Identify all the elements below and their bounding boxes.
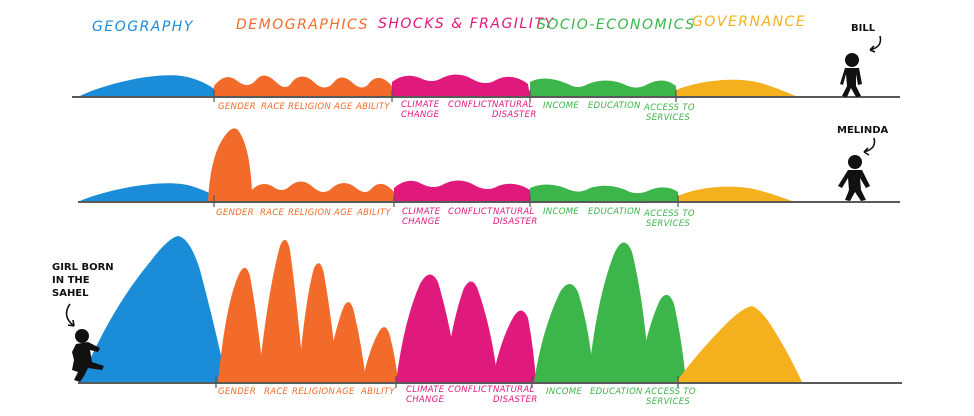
girl-gender-peak: [218, 267, 264, 382]
girl-geography-mound: [80, 236, 222, 382]
bill-label-race: RACE: [261, 102, 286, 112]
girl-name-line-3: SAHEL: [52, 288, 89, 299]
bill-label-gender: GENDER: [218, 102, 256, 112]
girl-label-climate-1: CLIMATE: [406, 385, 445, 395]
bill-shocks-peaks: [392, 74, 530, 96]
row-melinda: GENDER RACE RELIGION AGE ABILITY CLIMATE…: [78, 125, 900, 229]
girl-name-line-2: IN THE: [52, 275, 90, 286]
girl-conflict-peak: [444, 281, 498, 382]
melinda-label-climate-1: CLIMATE: [402, 207, 441, 217]
girl-label-access-2: SERVICES: [646, 397, 690, 407]
bill-governance-mound: [676, 79, 796, 96]
bill-label-climate-2: CHANGE: [401, 110, 440, 120]
melinda-label-climate-2: CHANGE: [402, 217, 441, 227]
girl-climate-peak: [396, 274, 458, 382]
girl-label-conflict: CONFLICT: [448, 385, 493, 395]
melinda-label-gender: GENDER: [216, 208, 254, 218]
melinda-pointer-curved-arrow-icon: [863, 137, 876, 156]
girl-pointer-curved-arrow-icon: [65, 303, 75, 327]
bill-label-income: INCOME: [543, 101, 579, 111]
heading-demographics: DEMOGRAPHICS: [236, 17, 369, 33]
melinda-label-education: EDUCATION: [588, 207, 641, 217]
girl-label-ability: ABILITY: [360, 387, 395, 397]
girl-label-climate-2: CHANGE: [406, 395, 445, 405]
girl-label-natural-2: DISASTER: [493, 395, 538, 405]
melinda-shocks-peaks: [394, 180, 530, 201]
girl-label-race: RACE: [264, 387, 289, 397]
heading-shocks-fragility: SHOCKS & FRAGILITY: [378, 16, 554, 32]
row-girl-sahel: GENDER RACE RELIGION AGE ABILITY CLIMATE…: [52, 236, 902, 407]
girl-access-peak: [638, 294, 686, 382]
girl-label-age: AGE: [335, 387, 355, 397]
bill-geography-mound: [80, 75, 216, 96]
girl-label-access-1: ACCESS TO: [644, 387, 696, 397]
melinda-label-ability: ABILITY: [356, 208, 391, 218]
girl-ability-peak: [362, 327, 398, 382]
melinda-label-race: RACE: [260, 208, 285, 218]
bill-person-silhouette-icon: [840, 53, 862, 97]
melinda-geography-mound: [80, 183, 216, 201]
bill-label-climate-1: CLIMATE: [401, 100, 440, 110]
girl-age-peak: [326, 302, 366, 382]
bill-label-ability: ABILITY: [355, 102, 390, 112]
girl-label-natural-1: NATURAL: [493, 385, 535, 395]
bill-label-natural-2: DISASTER: [492, 110, 537, 120]
girl-race-peak: [258, 239, 304, 382]
bill-socio-peaks: [530, 78, 676, 96]
melinda-label-natural-1: NATURAL: [493, 207, 535, 217]
girl-label-gender: GENDER: [218, 387, 256, 397]
melinda-label-access-1: ACCESS TO: [643, 209, 695, 219]
girl-income-peak: [534, 284, 594, 382]
girl-person-silhouette-icon: [72, 329, 104, 382]
melinda-governance-mound: [678, 186, 792, 201]
girl-natural-peak: [492, 310, 536, 382]
melinda-gender-spike: [208, 128, 252, 201]
girl-governance-mound: [676, 306, 802, 382]
bill-name: BILL: [851, 23, 876, 34]
girl-name-line-1: GIRL BORN: [52, 262, 114, 273]
bill-pointer-curved-arrow-icon: [869, 35, 882, 53]
bill-label-natural-1: NATURAL: [492, 100, 534, 110]
bill-demographics-peaks: [214, 75, 392, 96]
bill-label-education: EDUCATION: [588, 101, 641, 111]
girl-label-income: INCOME: [546, 387, 582, 397]
bill-label-age: AGE: [333, 102, 353, 112]
melinda-person-silhouette-icon: [838, 155, 870, 201]
melinda-label-religion: RELIGION: [288, 208, 331, 218]
girl-label-religion: RELIGION: [292, 387, 335, 397]
heading-socio-economics: SOCIO-ECONOMICS: [537, 17, 696, 33]
melinda-label-conflict: CONFLICT: [448, 207, 493, 217]
bill-label-access-2: SERVICES: [646, 113, 690, 123]
bill-label-conflict: CONFLICT: [448, 100, 493, 110]
heading-geography: GEOGRAPHY: [92, 19, 194, 35]
melinda-label-income: INCOME: [543, 207, 579, 217]
bill-label-access-1: ACCESS TO: [643, 103, 695, 113]
melinda-label-natural-2: DISASTER: [493, 217, 538, 227]
row-bill: GENDER RACE RELIGION AGE ABILITY CLIMATE…: [72, 23, 900, 123]
girl-label-education: EDUCATION: [590, 387, 643, 397]
heading-governance: GOVERNANCE: [692, 14, 806, 30]
bill-label-religion: RELIGION: [288, 102, 331, 112]
girl-education-peak: [588, 242, 650, 382]
melinda-demographics-peaks: [250, 181, 394, 201]
melinda-label-access-2: SERVICES: [646, 219, 690, 229]
melinda-name: MELINDA: [837, 125, 889, 136]
melinda-socio-peaks: [530, 184, 678, 201]
melinda-label-age: AGE: [333, 208, 353, 218]
girl-religion-peak: [298, 263, 338, 382]
